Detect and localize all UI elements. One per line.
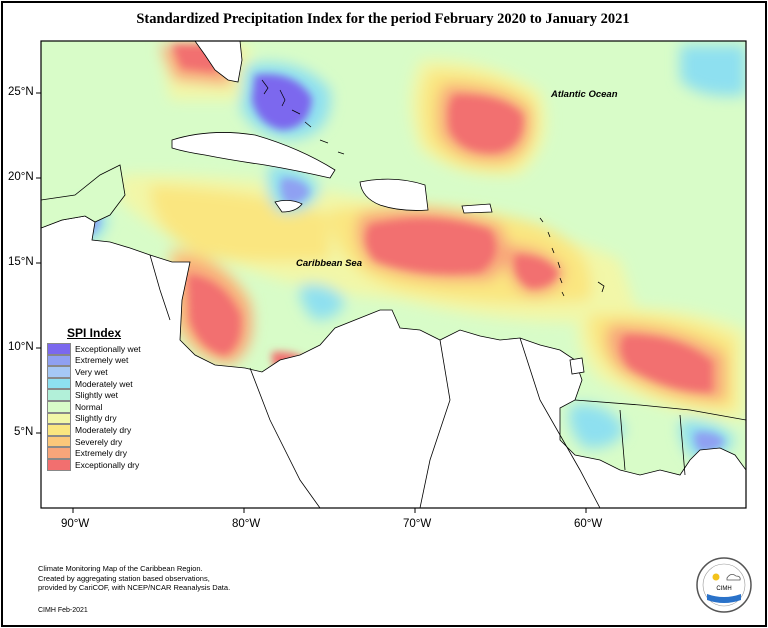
map-border [40, 40, 747, 509]
logo-text: CIMH [716, 586, 731, 592]
bahamas-islands [261, 79, 345, 155]
legend-swatch [47, 424, 71, 436]
legend-swatch [47, 458, 71, 471]
legend-swatch [47, 343, 71, 355]
legend-swatch [47, 447, 71, 459]
legend-item: Severely dry [47, 435, 141, 448]
legend-label: Moderately wet [75, 378, 133, 389]
credit-line-3: provided by CariCOF, with NCEP/NCAR Rean… [38, 583, 231, 593]
legend-swatch [47, 400, 71, 413]
y-tick-5n: 5°N [14, 426, 34, 438]
x-tick-60w: 60°W [574, 518, 603, 530]
legend-label: Moderately dry [75, 424, 132, 435]
y-tick-25n: 25°N [8, 86, 34, 98]
legend-swatch [47, 377, 71, 390]
legend-swatch [47, 435, 71, 448]
credit-line-2: Created by aggregating station based obs… [38, 573, 210, 583]
legend-swatch [47, 354, 71, 367]
legend-item: Moderately dry [47, 424, 141, 436]
legend-label: Normal [75, 401, 103, 412]
legend-item: Normal [47, 400, 141, 413]
legend-item: Extremely dry [47, 447, 141, 459]
legend-swatch [47, 366, 71, 378]
axis-ticks [36, 92, 587, 513]
x-tick-90w: 90°W [61, 518, 90, 530]
legend-item: Very wet [47, 366, 141, 378]
legend-label: Extremely wet [75, 355, 129, 366]
legend-item: Slightly dry [47, 412, 141, 425]
map-title: Standardized Precipitation Index for the… [136, 11, 630, 27]
map-credit: Climate Monitoring Map of the Caribbean … [38, 564, 230, 593]
land-masses [41, 41, 746, 508]
legend-swatch [47, 389, 71, 401]
legend-label: Severely dry [75, 436, 123, 447]
legend-item: Exceptionally dry [47, 458, 141, 471]
credit-date: CIMH Feb-2021 [38, 607, 88, 614]
label-caribbean-sea: Caribbean Sea [296, 258, 362, 269]
legend-label: Exceptionally dry [75, 459, 140, 470]
legend-item: Extremely wet [47, 354, 141, 367]
legend-label: Exceptionally wet [75, 343, 141, 354]
x-tick-70w: 70°W [403, 518, 432, 530]
x-tick-80w: 80°W [232, 518, 261, 530]
credit-line-1: Climate Monitoring Map of the Caribbean … [38, 564, 203, 573]
legend-item: Slightly wet [47, 389, 141, 401]
legend-label: Slightly wet [75, 390, 118, 401]
lesser-antilles [539, 217, 605, 297]
label-atlantic-ocean: Atlantic Ocean [551, 89, 618, 100]
legend-item: Exceptionally wet [47, 343, 141, 355]
y-tick-20n: 20°N [8, 171, 34, 183]
legend-title: SPI Index [67, 326, 122, 340]
legend-label: Slightly dry [75, 413, 117, 424]
legend-label: Extremely dry [75, 448, 127, 459]
cimh-logo: CIMH [696, 557, 752, 613]
spi-legend: SPI Index Exceptionally wet Extremely wet… [47, 326, 141, 471]
legend-label: Very wet [75, 366, 108, 377]
legend-item: Moderately wet [47, 377, 141, 390]
y-tick-10n: 10°N [8, 341, 34, 353]
legend-swatch [47, 412, 71, 425]
y-tick-15n: 15°N [8, 256, 34, 268]
